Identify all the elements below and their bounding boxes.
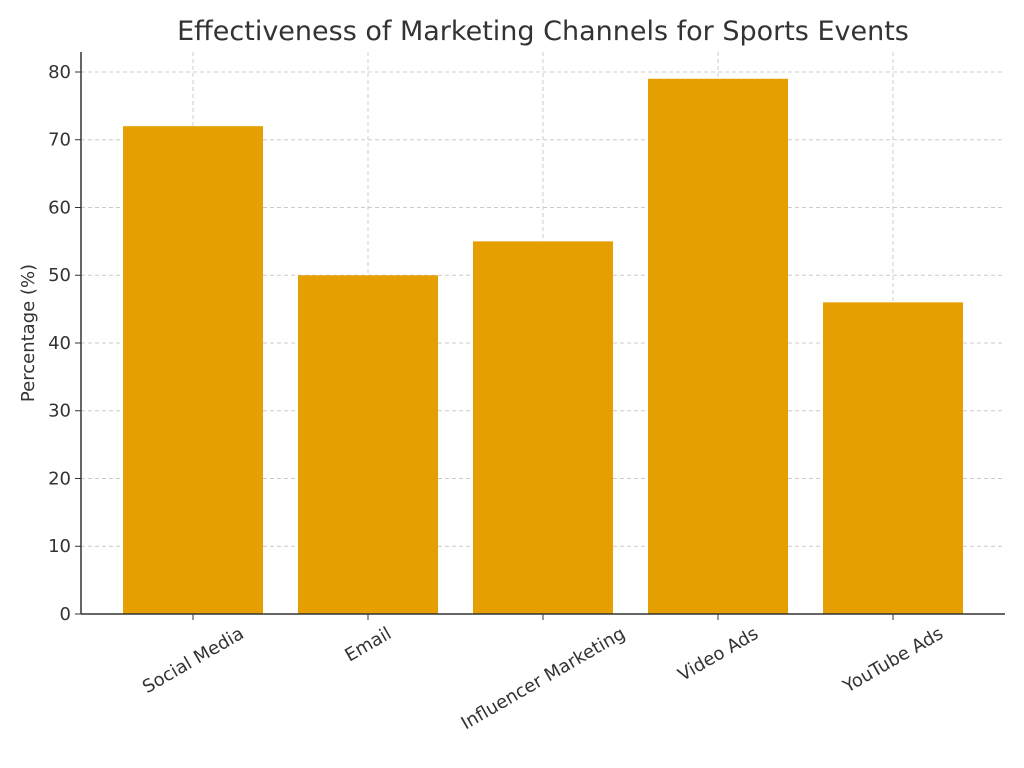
bar bbox=[298, 275, 438, 614]
bar bbox=[823, 302, 963, 614]
x-tick-label: Video Ads bbox=[674, 623, 762, 686]
y-tick-label: 0 bbox=[60, 604, 71, 625]
bar bbox=[473, 241, 613, 614]
y-tick-label: 80 bbox=[48, 62, 71, 83]
chart-title: Effectiveness of Marketing Channels for … bbox=[177, 16, 909, 47]
bar bbox=[648, 78, 788, 614]
y-tick-label: 70 bbox=[48, 130, 71, 151]
y-tick-label: 10 bbox=[48, 536, 71, 557]
x-tick-label: Email bbox=[341, 623, 395, 666]
y-tick-label: 20 bbox=[48, 468, 71, 489]
y-tick-label: 60 bbox=[48, 197, 71, 218]
y-tick-label: 50 bbox=[48, 265, 71, 286]
y-tick-label: 40 bbox=[48, 333, 71, 354]
bar bbox=[123, 126, 263, 615]
y-axis-label: Percentage (%) bbox=[18, 264, 39, 402]
x-tick-label: Social Media bbox=[139, 623, 247, 698]
x-tick-label: Influencer Marketing bbox=[458, 623, 629, 734]
y-tick-label: 30 bbox=[48, 401, 71, 422]
x-tick-label: YouTube Ads bbox=[839, 623, 947, 698]
